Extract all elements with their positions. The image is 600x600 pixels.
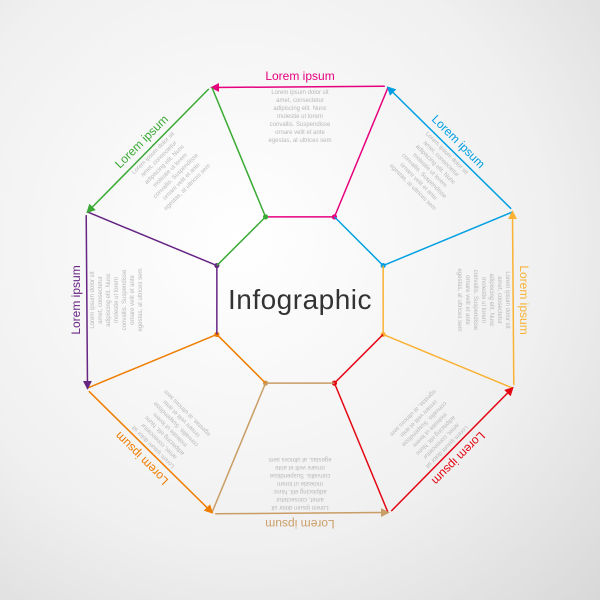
segment-outer-arrow — [86, 215, 87, 388]
segment-text-1: Lorem ipsumLorem ipsum dolor sitamet, co… — [386, 112, 488, 214]
segment-body-line: convallis. Suspendisse — [472, 270, 478, 331]
segment-body-line: egestas, at ultrices sem — [138, 268, 144, 331]
segment-title: Lorem ipsum — [265, 69, 334, 83]
segment-outer-arrow — [88, 89, 209, 212]
segment-divider — [212, 383, 266, 512]
segment-divider — [212, 88, 266, 217]
segment-outer-arrow — [215, 512, 388, 513]
segment-body-line: Lorem ipsum dolor sit — [271, 504, 329, 510]
segment-dot — [263, 214, 268, 219]
segment-inner-edge — [334, 334, 383, 383]
segment-body-line: ornare velit et ante — [130, 274, 136, 324]
segment-text-7: Lorem ipsumLorem ipsum dolor sitamet, co… — [112, 112, 214, 214]
segment-body-line: convallis. Suspendisse — [270, 122, 331, 128]
segment-divider — [383, 212, 512, 266]
segment-text-3: Lorem ipsumLorem ipsum dolor sitamet, co… — [386, 386, 488, 488]
segment-body-line: adipiscing elit. Nunc — [273, 488, 326, 494]
segment-body-line: adipiscing elit. Nunc — [273, 106, 326, 112]
segment-body-line: ornare velit et ante — [275, 130, 325, 136]
segment-inner-edge — [217, 217, 266, 266]
segment-title: Lorem ipsum — [517, 265, 531, 334]
segment-body-line: Lorem ipsum dolor sit — [90, 271, 96, 329]
segment-body-line: amet, consectetur — [276, 98, 324, 104]
segment-divider — [334, 88, 388, 217]
segment-body-line: ornare velit et ante — [464, 275, 470, 325]
segment-body-line: molestie ut lorem — [277, 480, 323, 486]
segment-body-line: convallis. Suspendisse — [269, 472, 330, 478]
segment-body-line: convallis. Suspendisse — [122, 269, 128, 330]
segment-outer-arrow — [388, 88, 511, 209]
segment-text-6: Lorem ipsum Lorem ipsum dolor sitamet, co… — [69, 265, 144, 334]
segment-body-line: egestas, at ultrices sem — [456, 268, 462, 331]
segment-body-line: molestie ut lorem — [277, 114, 323, 120]
segment-text-2: Lorem ipsum Lorem ipsum dolor sitamet, co… — [456, 265, 531, 334]
segment-text-5: Lorem ipsumLorem ipsum dolor sitamet, co… — [112, 386, 214, 488]
segment-inner-edge — [334, 217, 383, 266]
segment-text-4: Lorem ipsum Lorem ipsum dolor sit amet, co… — [265, 456, 334, 531]
segment-body-line: molestie ut lorem — [114, 277, 120, 323]
center-title: Infographic — [228, 284, 372, 316]
segment-body-line: amet, consectetur — [276, 496, 324, 502]
segment-outer-arrow — [212, 86, 385, 87]
segment-divider — [334, 383, 388, 512]
segment-body-line: amet, consectetur — [98, 276, 104, 324]
segment-outer-arrow — [89, 391, 212, 512]
segment-inner-edge — [217, 334, 266, 383]
segment-outer-arrow — [391, 388, 512, 511]
segment-body-line: amet, consectetur — [496, 276, 502, 324]
segment-body-line: egestas, at ultrices sem — [268, 456, 331, 462]
segment-title: Lorem ipsum — [69, 265, 83, 334]
segment-body-line: molestie ut lorem — [480, 277, 486, 323]
segment-body-line: egestas, at ultrices sem — [268, 138, 331, 144]
segment-body-line: Lorem ipsum dolor sit — [504, 271, 510, 329]
segment-body-line: adipiscing elit. Nunc — [488, 273, 494, 326]
segment-divider — [88, 212, 217, 266]
segment-body-line: adipiscing elit. Nunc — [106, 273, 112, 326]
segment-body-line: Lorem ipsum dolor sit — [271, 90, 329, 96]
segment-title: Lorem ipsum — [265, 517, 334, 531]
segment-divider — [88, 334, 217, 388]
segment-text-0: Lorem ipsum Lorem ipsum dolor sit amet, co… — [265, 69, 334, 144]
segment-outer-arrow — [512, 212, 513, 385]
segment-divider — [383, 334, 512, 388]
segment-body-line: ornare velit et ante — [274, 464, 324, 470]
